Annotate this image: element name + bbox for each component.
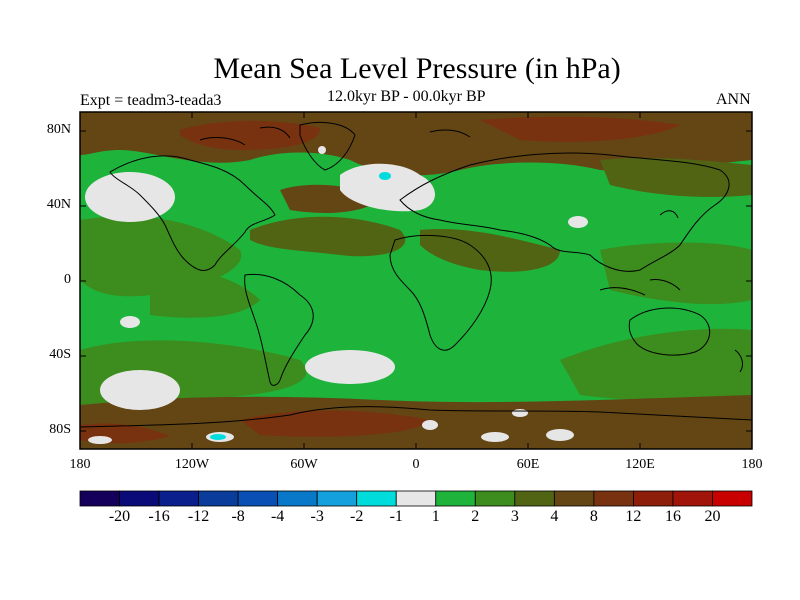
lat-tick-label: 40S: [49, 347, 71, 362]
negative-patch-north-atlantic: [379, 172, 391, 180]
anomaly-band-antarctic-core: [240, 410, 430, 437]
coast-japan: [659, 210, 679, 219]
lon-tick-label: 60E: [516, 457, 540, 472]
colorbar-label: 16: [664, 508, 681, 525]
colorbar-box: [316, 490, 358, 507]
experiment-label: Expt = teadm3-teada3: [80, 92, 222, 109]
colorbar-box: [672, 490, 713, 507]
neutral-patch-north-atlantic: [340, 163, 435, 212]
coast-north-america: [109, 155, 276, 271]
colorbar-label: -12: [187, 508, 210, 525]
colorbar-label: 20: [704, 508, 721, 525]
lat-tick-label: 0: [64, 272, 71, 287]
neutral-patch-tropical-pacific: [120, 316, 140, 328]
colorbar-label: -16: [148, 508, 170, 525]
anomaly-band-tropical-pacific: [150, 269, 260, 318]
colorbar-box: [633, 490, 674, 507]
colorbar-label: -20: [108, 508, 131, 525]
lon-tick-label: 0: [412, 457, 420, 472]
coast-australia: [628, 307, 710, 356]
colorbar-box: [712, 490, 753, 507]
anomaly-band-east-pacific: [600, 242, 752, 305]
colorbar-label: 4: [550, 508, 559, 525]
colorbar-label: 12: [625, 508, 642, 525]
anomaly-band-arctic-siberia: [480, 116, 680, 142]
neutral-patch-south-pacific: [100, 370, 180, 410]
neutral-patch-south-atlantic: [305, 350, 395, 384]
colorbar-box: [277, 490, 318, 507]
colorbar-box: [79, 490, 120, 507]
colorbar-box: [593, 490, 634, 507]
coast-south-america: [244, 273, 314, 386]
colorbar-box: [356, 490, 397, 507]
colorbar-box: [395, 490, 437, 507]
neutral-patch-antarctic-2: [481, 432, 509, 442]
anomaly-band-atlantic: [250, 216, 406, 257]
colorbar-box: [553, 490, 595, 507]
coast-eurasia: [399, 152, 730, 272]
anomaly-band-arctic-north-america: [180, 120, 320, 150]
neutral-patch-asia: [568, 216, 588, 228]
coast-antarctica: [79, 406, 753, 428]
period-label: 12.0kyr BP - 00.0kyr BP: [327, 88, 486, 105]
neutral-patch-antarctic-5: [88, 436, 112, 444]
colorbar-box: [237, 490, 279, 507]
colorbar-box: [158, 490, 199, 507]
neutral-patch-greenland: [318, 146, 326, 154]
coastlines: [79, 122, 753, 428]
lat-tick-label: 40N: [46, 197, 71, 212]
lon-tick-label: 60W: [290, 457, 318, 472]
colorbar-label: -4: [270, 508, 285, 525]
colorbar-label: -1: [389, 508, 403, 525]
neutral-patch-antarctic-4: [422, 420, 438, 430]
coast-new-zealand: [734, 349, 743, 373]
coast-africa: [389, 235, 492, 351]
lon-tick-label: 180: [69, 457, 91, 472]
anomaly-band-indian: [560, 328, 752, 403]
lon-tick-label: 180: [741, 457, 763, 472]
coast-greenland: [299, 122, 356, 171]
colorbar-label: 2: [471, 508, 480, 525]
lat-tick-label: 80N: [46, 122, 71, 137]
colorbar-boxes: [79, 490, 753, 507]
coast-arctic-islands: [199, 126, 471, 146]
colorbar-label: -2: [350, 508, 364, 525]
anomaly-band-africa: [420, 229, 560, 272]
neutral-patch-north-pacific: [85, 172, 175, 222]
lon-tick-label: 120W: [174, 457, 210, 472]
coast-indonesia: [599, 279, 681, 296]
plot-title: Mean Sea Level Pressure (in hPa): [213, 52, 621, 85]
colorbar-label: -3: [310, 508, 324, 525]
colorbar-box: [474, 490, 516, 507]
colorbar-label: 3: [510, 508, 519, 525]
season-label: ANN: [716, 91, 751, 108]
negative-patch-antarctic: [210, 434, 226, 440]
colorbar-box: [198, 490, 239, 507]
colorbar-label: 8: [589, 508, 598, 525]
colorbar-box: [435, 490, 476, 507]
map-ticks: [80, 112, 752, 449]
lat-tick-label: 80S: [49, 422, 71, 437]
lon-tick-label: 120E: [625, 457, 655, 472]
neutral-patch-antarctic-3: [546, 429, 574, 441]
colorbar-label: 1: [431, 508, 440, 525]
colorbar-box: [119, 490, 160, 507]
colorbar-box: [514, 490, 555, 507]
colorbar-label: -8: [231, 508, 245, 525]
